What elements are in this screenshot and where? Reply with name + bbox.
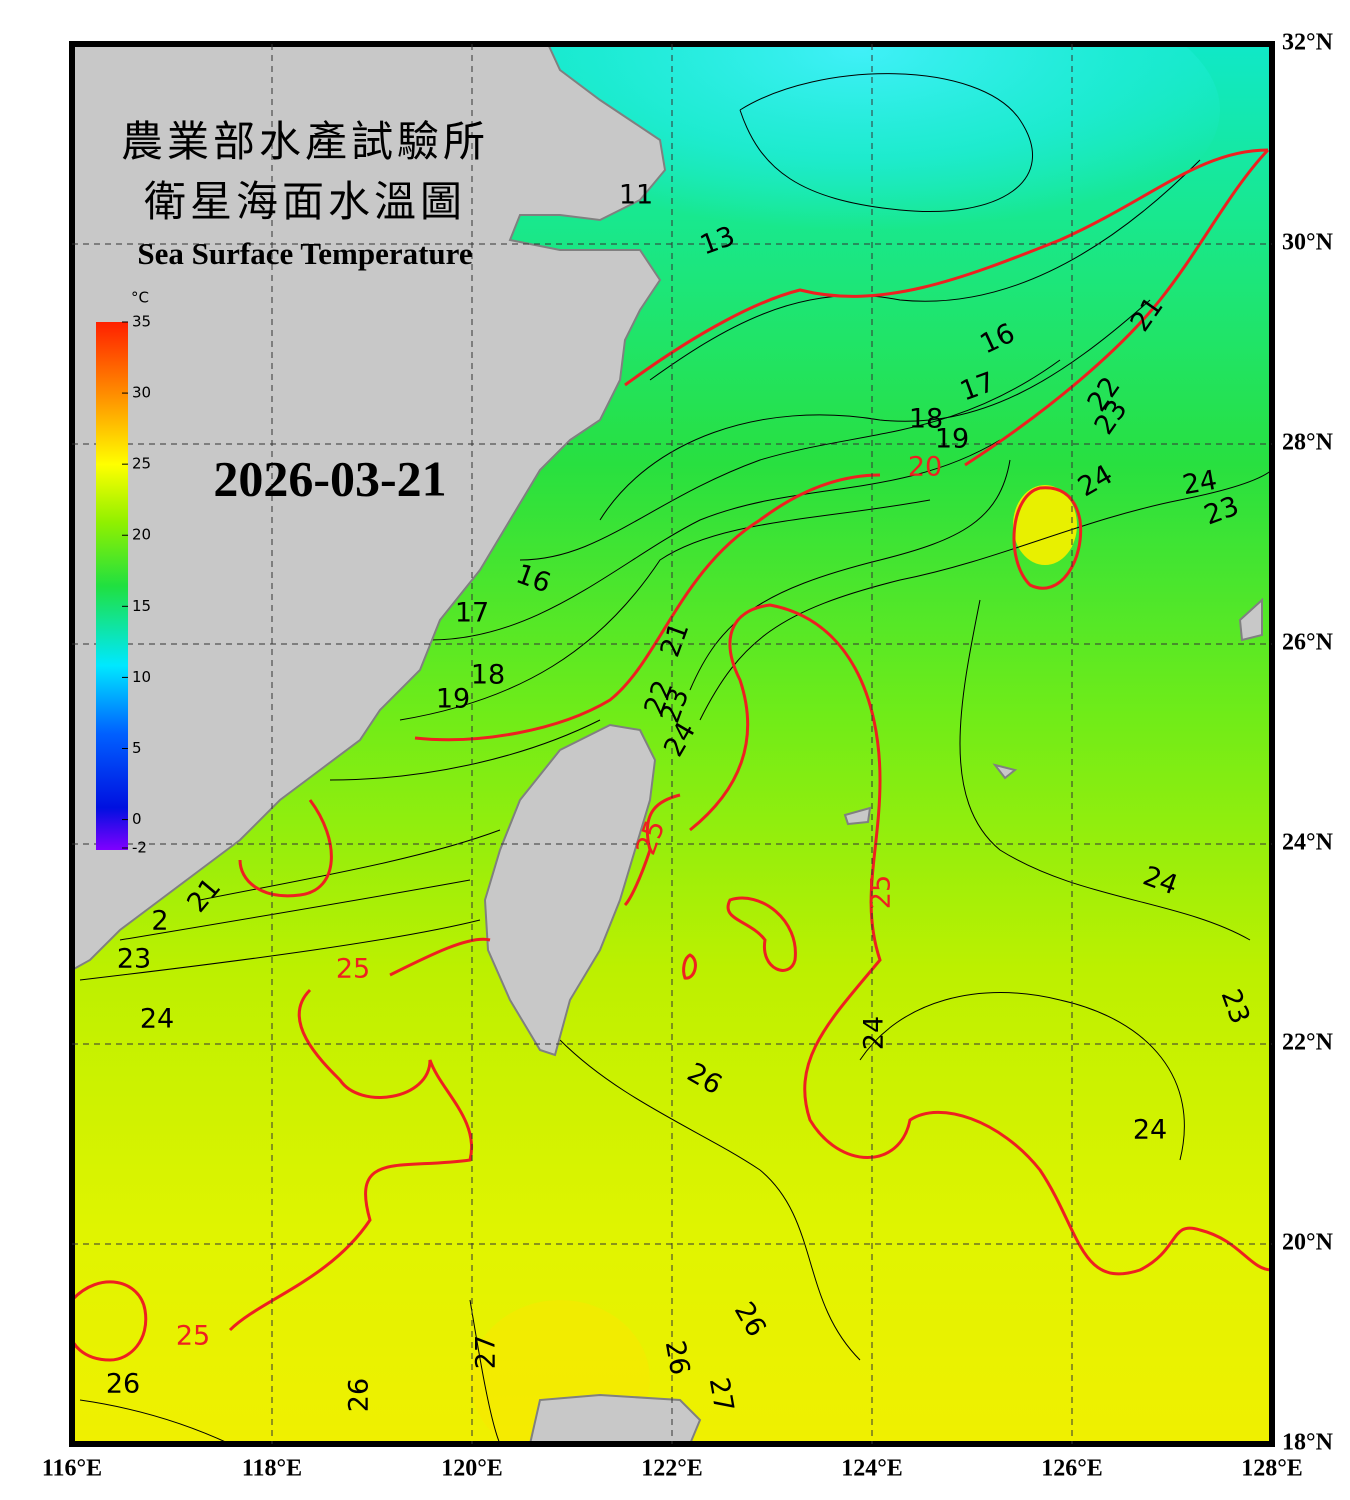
x-tick-label: 124°E — [841, 1456, 903, 1482]
island — [1238, 597, 1263, 642]
contour-label: 25 — [336, 954, 370, 985]
contour-label: 19 — [935, 424, 969, 455]
contour-label: 18 — [471, 660, 505, 691]
x-tick-label: 126°E — [1041, 1456, 1103, 1482]
contour-label: 11 — [619, 180, 653, 211]
y-tick-label: 30°N — [1282, 230, 1334, 256]
taiwan — [483, 723, 657, 1057]
contour-label: 20 — [908, 452, 942, 483]
colorbar-tick-label: 30 — [132, 384, 151, 402]
contour-label: 27 — [703, 1375, 739, 1414]
colorbar-tick-label: 20 — [132, 526, 151, 544]
colorbar-tick-label: 15 — [132, 597, 151, 615]
x-tick-label: 122°E — [641, 1456, 703, 1482]
title-zh: 農業部水產試驗所 — [121, 117, 489, 166]
colorbar-tick-label: 0 — [132, 810, 142, 828]
y-tick-label: 28°N — [1282, 430, 1334, 456]
subtitle-zh: 衛星海面水溫圖 — [144, 177, 466, 226]
contour-label: 18 — [909, 404, 943, 435]
island — [992, 763, 1018, 780]
contour-label: 27 — [471, 1335, 502, 1369]
x-tick-label: 128°E — [1241, 1456, 1303, 1482]
date: 2026-03-21 — [213, 450, 446, 506]
colorbar-tick-label: 25 — [132, 455, 151, 473]
colorbar-unit: °C — [131, 289, 149, 307]
title-en: Sea Surface Temperature — [137, 236, 472, 271]
land — [72, 44, 1263, 1444]
contour-label: 24 — [1180, 465, 1219, 501]
isotherms — [79, 73, 1272, 1444]
contour-label: 25 — [866, 875, 897, 909]
x-tick-label: 118°E — [242, 1456, 302, 1482]
luzon — [528, 1393, 702, 1444]
contour-label: 24 — [859, 1016, 890, 1050]
cold-water — [500, 44, 1220, 260]
y-tick-label: 32°N — [1282, 30, 1334, 56]
contour-label: 19 — [436, 684, 470, 715]
contour-label: 17 — [455, 598, 489, 629]
colorbar-tick-label: 10 — [132, 668, 151, 686]
contour-label: 23 — [117, 944, 151, 975]
colorbar-tick-label: -2 — [132, 839, 147, 857]
y-tick-label: 20°N — [1282, 1230, 1334, 1256]
contour-label: 25 — [176, 1321, 210, 1352]
y-tick-label: 24°N — [1282, 830, 1334, 856]
china-coast — [72, 44, 667, 972]
contour-label: 24 — [140, 1004, 174, 1035]
y-tick-label: 22°N — [1282, 1030, 1334, 1056]
colorbar-tick-label: 5 — [132, 739, 142, 757]
grid — [72, 44, 1272, 1444]
contour-label: 26 — [106, 1369, 140, 1400]
colorbar — [96, 322, 128, 850]
contour-label: 2 — [151, 906, 168, 937]
warm-eddy — [1013, 485, 1077, 565]
y-tick-label: 26°N — [1282, 630, 1334, 656]
island — [843, 806, 872, 826]
y-tick-label: 18°N — [1282, 1430, 1334, 1456]
x-tick-label: 120°E — [441, 1456, 503, 1482]
colorbar-tick-label: 35 — [132, 313, 151, 331]
red-isotherms — [72, 148, 1272, 1362]
contour-label: 26 — [659, 1338, 695, 1377]
x-tick-label: 116°E — [42, 1456, 102, 1482]
contour-label: 24 — [1133, 1115, 1167, 1146]
contour-label: 26 — [344, 1378, 375, 1412]
